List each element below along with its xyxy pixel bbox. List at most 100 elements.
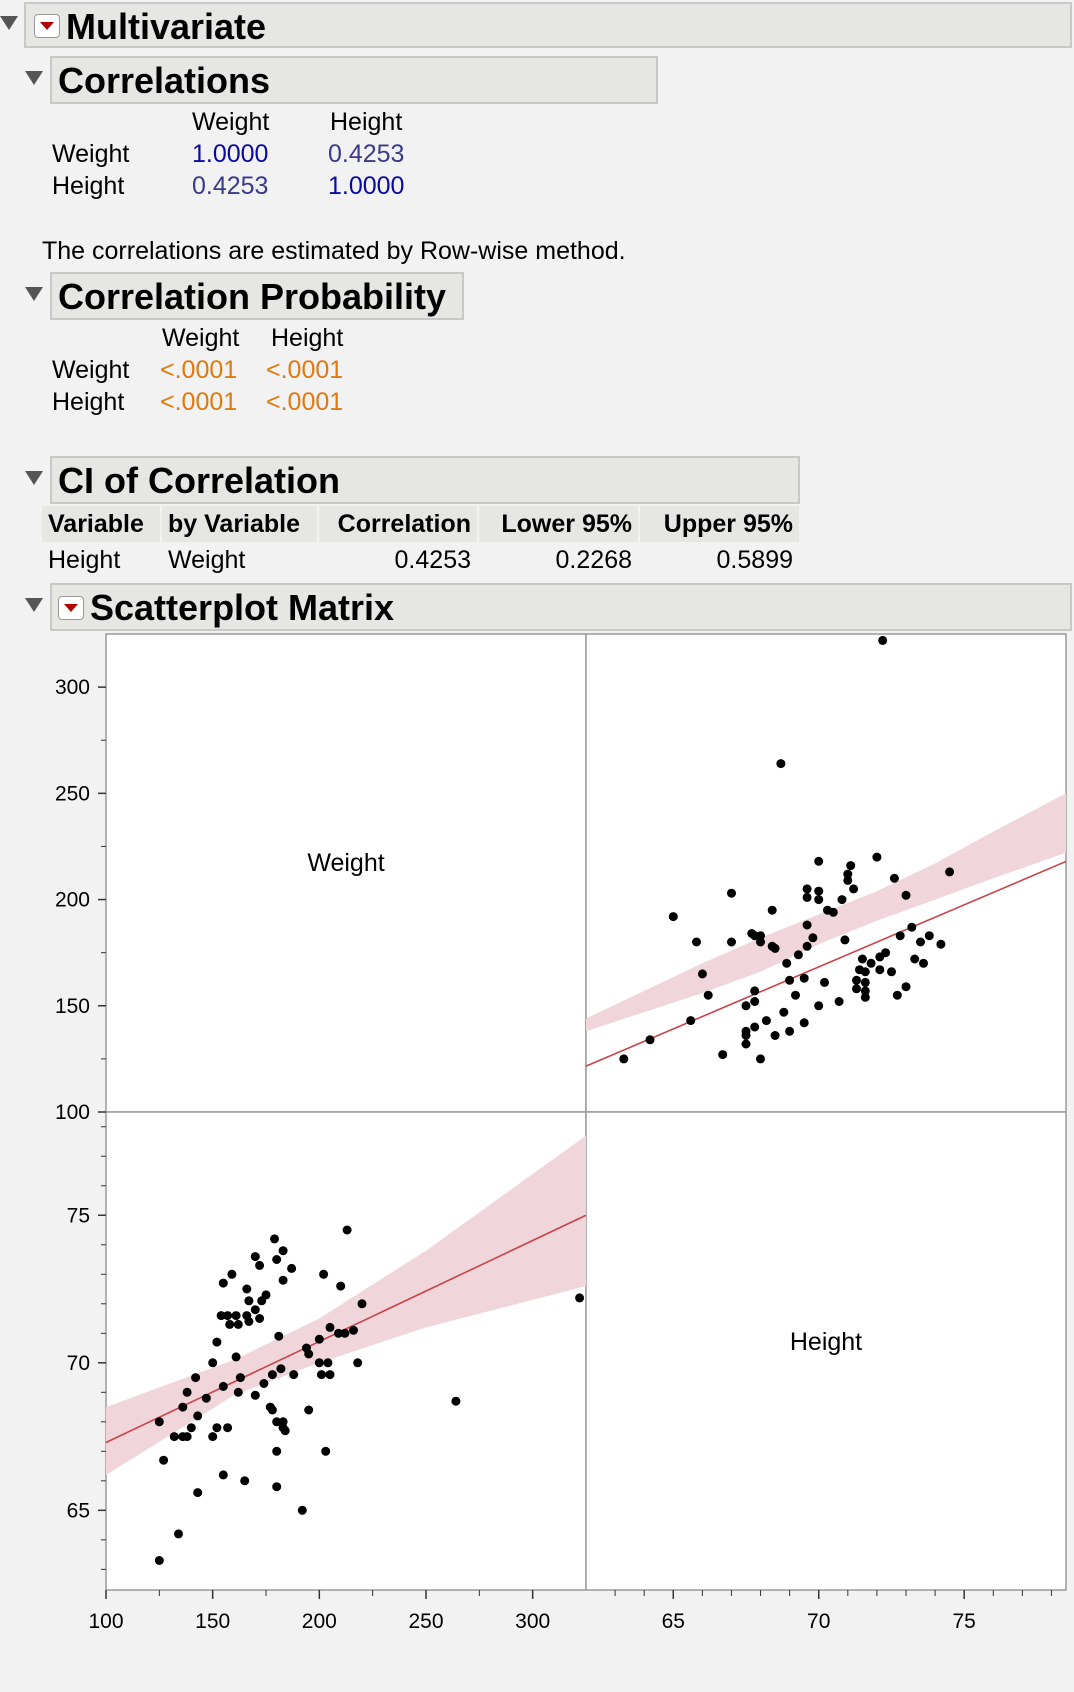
corr-value: 0.4253 <box>328 140 405 168</box>
data-point <box>323 1358 333 1368</box>
data-point <box>218 1278 228 1288</box>
x-tick-label: 75 <box>953 1610 976 1633</box>
data-point <box>272 1417 282 1427</box>
y-tick-label: 65 <box>67 1499 90 1522</box>
data-point <box>272 1482 282 1492</box>
data-point <box>843 869 853 879</box>
data-point <box>782 958 792 968</box>
corr-col-header: Height <box>330 108 403 136</box>
data-point <box>178 1402 188 1412</box>
panel-height-diag <box>585 1111 1067 1591</box>
prob-row-label: Height <box>52 388 125 416</box>
data-point <box>936 939 946 949</box>
fit-line-weight-on-height <box>585 860 1067 1067</box>
data-point <box>182 1387 192 1397</box>
ci-of-correlation-title: CI of Correlation <box>58 460 341 501</box>
data-point <box>174 1529 183 1539</box>
data-point <box>756 937 765 947</box>
data-point <box>802 941 812 951</box>
data-point <box>278 1246 288 1256</box>
data-point <box>872 852 882 862</box>
data-point <box>317 1370 326 1380</box>
x-tick-label: 70 <box>807 1610 830 1633</box>
data-point <box>799 973 809 983</box>
data-point <box>697 969 707 979</box>
collapse-triangle-icon[interactable] <box>25 598 43 612</box>
ci-cell: 0.5899 <box>716 546 793 574</box>
data-point <box>889 873 899 883</box>
data-point <box>261 1290 271 1300</box>
data-point <box>793 950 803 960</box>
row-wise-note: The correlations are estimated by Row-wi… <box>42 237 626 265</box>
data-point <box>860 992 870 1002</box>
data-point <box>770 943 780 953</box>
data-point <box>799 1018 809 1028</box>
data-point <box>340 1328 350 1338</box>
collapse-triangle-icon[interactable] <box>25 71 43 85</box>
data-point <box>287 1263 297 1273</box>
x-tick-label: 250 <box>408 1610 443 1633</box>
data-point <box>191 1373 201 1383</box>
data-point <box>802 892 812 902</box>
ci-band-height-on-weight <box>106 1135 586 1475</box>
data-point <box>242 1311 252 1321</box>
corr-value: 0.4253 <box>192 172 269 200</box>
data-point <box>231 1352 241 1362</box>
data-point <box>353 1358 363 1368</box>
prob-value: <.0001 <box>266 356 344 384</box>
y-tick-label: 100 <box>55 1101 90 1124</box>
data-point <box>645 1035 655 1045</box>
data-point <box>849 884 859 894</box>
ci-col-header: by Variable <box>162 506 317 542</box>
data-point <box>756 931 765 941</box>
data-point <box>267 1370 277 1380</box>
data-point <box>154 1417 164 1427</box>
red-triangle-menu-icon[interactable] <box>34 14 60 38</box>
prob-col-header: Weight <box>162 324 240 352</box>
x-tick-label: 100 <box>88 1610 123 1633</box>
y-tick-label: 300 <box>55 676 90 699</box>
multivariate-title: Multivariate <box>66 6 267 47</box>
data-point <box>255 1314 265 1323</box>
data-point <box>907 922 917 932</box>
x-tick-label: 300 <box>515 1610 550 1633</box>
y-tick-label: 150 <box>55 995 90 1018</box>
data-point <box>272 1446 282 1456</box>
data-point <box>212 1423 222 1433</box>
ci-of-correlation-header: CI of Correlation <box>50 456 800 504</box>
data-point <box>820 977 829 987</box>
ci-col-header: Upper 95% <box>640 506 799 542</box>
data-point <box>919 958 928 968</box>
data-point <box>231 1311 241 1321</box>
correlation-probability-header: Correlation Probability <box>50 272 464 320</box>
y-tick-label: 250 <box>55 782 90 805</box>
data-point <box>761 1016 771 1026</box>
y-tick-label: 200 <box>55 889 90 912</box>
data-point <box>901 982 911 992</box>
data-point <box>233 1319 243 1329</box>
collapse-triangle-icon[interactable] <box>25 287 43 301</box>
data-point <box>785 1026 795 1036</box>
data-point <box>272 1255 282 1264</box>
ci-cell: 0.4253 <box>394 546 471 574</box>
data-point <box>814 1001 824 1011</box>
data-point <box>250 1390 260 1400</box>
data-point <box>703 990 713 1000</box>
data-point <box>750 1022 760 1032</box>
diag-label-height: Height <box>790 1328 862 1356</box>
data-point <box>779 1007 789 1017</box>
data-point <box>718 1050 728 1060</box>
collapse-triangle-icon[interactable] <box>0 16 18 30</box>
data-point <box>814 856 824 866</box>
corr-row-label: Height <box>52 172 125 200</box>
data-point <box>233 1387 243 1397</box>
collapse-triangle-icon[interactable] <box>25 471 43 485</box>
data-point <box>575 1293 585 1303</box>
data-point <box>250 1252 260 1262</box>
scatterplot-matrix-title: Scatterplot Matrix <box>90 587 395 628</box>
data-point <box>860 977 870 987</box>
data-point <box>945 867 955 877</box>
data-point <box>274 1331 284 1341</box>
red-triangle-menu-icon[interactable] <box>58 596 84 620</box>
